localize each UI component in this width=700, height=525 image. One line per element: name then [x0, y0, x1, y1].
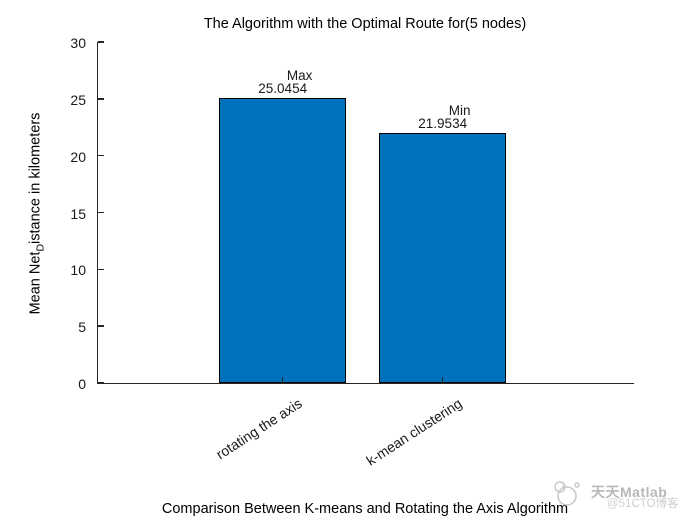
y-tick-label: 20 — [70, 148, 86, 165]
bar-value-label: Min 21.9534 — [358, 104, 528, 132]
watermark: 天天Matlab @51CTO博客 — [550, 478, 700, 512]
y-tick-mark — [98, 41, 104, 43]
y-tick-mark — [98, 98, 104, 100]
y-axis-label-subscript: D — [34, 243, 47, 252]
x-tick-mark — [441, 377, 444, 383]
bar-value-label: Max 25.0454 — [198, 69, 368, 97]
watermark-brand: 天天Matlab — [591, 484, 668, 500]
y-axis-label-suffix: istance in kilometers — [27, 112, 44, 244]
chart-title: The Algorithm with the Optimal Route for… — [203, 16, 527, 32]
y-tick-label: 15 — [70, 205, 86, 222]
y-tick-label: 25 — [70, 91, 86, 108]
bar-value-text: 25.0454 — [258, 81, 308, 97]
bar-value-text: 21.9534 — [418, 116, 468, 132]
bar — [379, 133, 507, 383]
y-tick-mark — [98, 382, 104, 384]
y-tick-label: 10 — [70, 262, 86, 279]
bar-extreme-label: Min — [448, 103, 471, 119]
watermark-doodle-logo — [554, 481, 580, 506]
x-tick-label: k-mean clustering — [363, 395, 465, 469]
x-tick-mark — [281, 377, 284, 383]
y-tick-mark — [98, 154, 104, 157]
y-tick-mark — [98, 268, 104, 271]
y-tick-label: 30 — [70, 35, 86, 51]
x-tick-label: rotating the axis — [212, 395, 305, 463]
y-tick-mark — [98, 325, 104, 327]
bar-extreme-label: Max — [286, 68, 313, 84]
x-axis-label: Comparison Between K-means and Rotating … — [161, 501, 569, 517]
watermark-handle: @51CTO博客 — [607, 498, 679, 510]
y-tick-label: 5 — [78, 319, 86, 336]
y-tick-label: 0 — [78, 376, 86, 392]
y-tick-mark — [98, 211, 104, 214]
plot-area: 0 5 10 15 20 25 30 rotating the axis Max 25.0454 k… — [70, 36, 634, 469]
bar — [219, 98, 347, 383]
y-axis-label-prefix: Mean Net — [27, 251, 44, 315]
